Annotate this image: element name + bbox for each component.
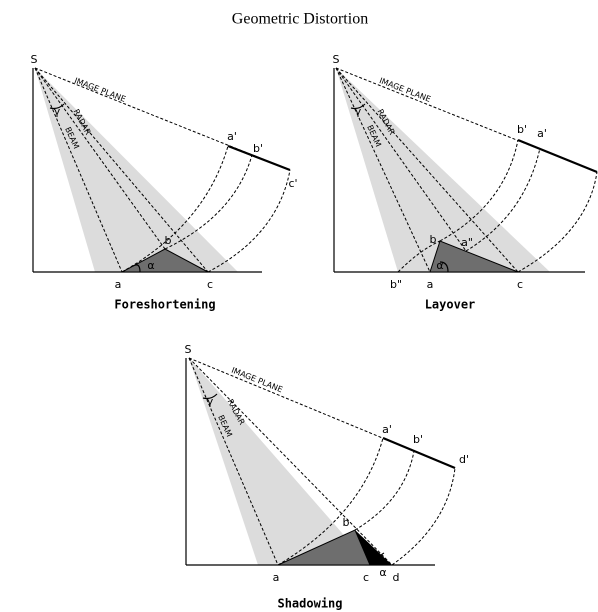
radar-beam xyxy=(336,68,550,272)
label: c xyxy=(517,278,523,291)
label: a xyxy=(273,571,280,584)
range-arc xyxy=(517,171,598,273)
label: a' xyxy=(382,423,392,436)
range-arc xyxy=(207,169,291,273)
label: S xyxy=(185,343,192,356)
panel-foreshortening: S IMAGE PLANE RADAR BEAM γ α a b c a' b'… xyxy=(31,53,298,312)
ray xyxy=(335,67,519,273)
image-segment xyxy=(517,138,598,174)
ray xyxy=(335,67,431,273)
label: a' xyxy=(227,130,237,143)
label: b xyxy=(430,233,437,246)
range-arc xyxy=(354,450,415,531)
panel-shadowing: S IMAGE PLANE RADAR BEAM γ α a b c d a' … xyxy=(185,343,470,611)
terrain xyxy=(429,240,519,273)
angle-arc xyxy=(350,103,366,110)
range-arc xyxy=(164,154,253,250)
terrain xyxy=(121,248,209,273)
label: IMAGE PLANE xyxy=(378,76,432,104)
ray xyxy=(188,357,279,566)
label: a" xyxy=(461,236,473,249)
label: α xyxy=(436,259,443,272)
label: α xyxy=(379,566,386,579)
label: γ xyxy=(54,105,61,118)
caption: Layover xyxy=(425,298,476,312)
label: α xyxy=(147,259,154,272)
angle-arc xyxy=(49,103,65,110)
radar-beam xyxy=(189,358,370,565)
image-plane-line xyxy=(188,357,456,469)
label: γ xyxy=(355,105,362,118)
ray xyxy=(34,67,166,250)
label: c' xyxy=(288,177,297,190)
panel-layover: S IMAGE PLANE RADAR BEAM γ α a b c b' a'… xyxy=(333,53,598,312)
ray xyxy=(34,67,209,273)
ray xyxy=(34,67,123,273)
label: c xyxy=(207,278,213,291)
angle-arc xyxy=(439,261,449,273)
range-arc xyxy=(391,467,456,566)
angle-arc xyxy=(202,393,218,400)
image-plane-line xyxy=(335,67,598,173)
angle-arc xyxy=(375,552,385,566)
image-segment xyxy=(227,144,291,172)
label: b' xyxy=(413,433,423,446)
radar-beam xyxy=(35,68,238,272)
label: b xyxy=(165,234,172,247)
label: S xyxy=(31,53,38,66)
label: IMAGE PLANE xyxy=(230,366,284,395)
label: a xyxy=(115,278,122,291)
caption: Shadowing xyxy=(277,597,342,611)
label: c xyxy=(363,571,369,584)
label: b' xyxy=(253,142,263,155)
label: S xyxy=(333,53,340,66)
label: b" xyxy=(390,278,402,291)
title: Geometric Distortion xyxy=(232,11,368,28)
label: d' xyxy=(459,453,469,466)
caption: Foreshortening xyxy=(114,298,215,312)
label: b xyxy=(343,516,350,529)
label: a' xyxy=(537,127,547,140)
range-arc xyxy=(121,145,229,273)
label: d xyxy=(393,571,400,584)
image-plane-line xyxy=(34,67,291,171)
angle-arc xyxy=(132,264,141,273)
ray xyxy=(188,357,393,566)
label: IMAGE PLANE xyxy=(73,76,127,104)
label: γ xyxy=(207,395,214,408)
label: b' xyxy=(517,123,527,136)
range-arc xyxy=(465,147,541,252)
range-arc xyxy=(439,139,519,242)
range-arc xyxy=(277,437,384,566)
ray xyxy=(335,67,467,252)
label: a xyxy=(427,278,434,291)
image-segment xyxy=(382,436,456,470)
